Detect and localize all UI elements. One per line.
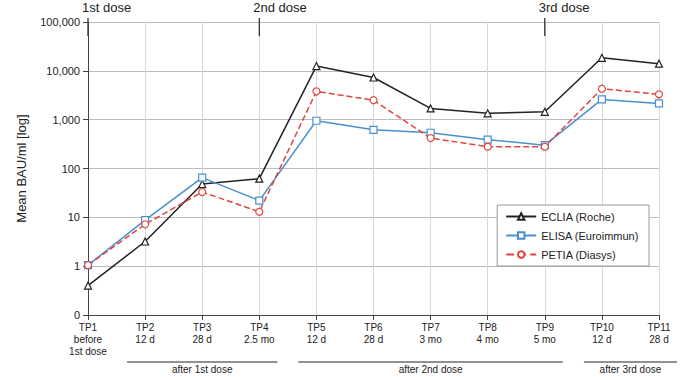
- svg-text:TP2: TP2: [136, 322, 155, 333]
- svg-text:TP7: TP7: [421, 322, 440, 333]
- svg-text:2nd dose: 2nd dose: [253, 0, 306, 15]
- svg-text:PETIA (Diasys): PETIA (Diasys): [541, 249, 616, 261]
- svg-text:12 d: 12 d: [307, 334, 326, 345]
- svg-text:TP1: TP1: [79, 322, 98, 333]
- svg-text:TP4: TP4: [250, 322, 269, 333]
- svg-text:TP6: TP6: [364, 322, 383, 333]
- svg-text:TP5: TP5: [307, 322, 326, 333]
- svg-text:12 d: 12 d: [135, 334, 154, 345]
- svg-text:before: before: [74, 334, 103, 345]
- svg-text:TP8: TP8: [479, 322, 498, 333]
- svg-text:2.5 mo: 2.5 mo: [244, 334, 275, 345]
- svg-text:Mean BAU/ml [log]: Mean BAU/ml [log]: [14, 114, 29, 222]
- svg-text:12 d: 12 d: [592, 334, 611, 345]
- svg-text:1st dose: 1st dose: [69, 346, 107, 357]
- svg-text:after 1st dose: after 1st dose: [172, 364, 233, 375]
- svg-text:3rd dose: 3rd dose: [539, 0, 590, 15]
- svg-text:28 d: 28 d: [649, 334, 668, 345]
- svg-text:TP3: TP3: [193, 322, 212, 333]
- svg-text:1st dose: 1st dose: [82, 0, 131, 15]
- svg-text:TP11: TP11: [647, 322, 671, 333]
- svg-text:4 mo: 4 mo: [477, 334, 500, 345]
- svg-text:0: 0: [74, 309, 80, 321]
- svg-text:3 mo: 3 mo: [419, 334, 442, 345]
- svg-text:5 mo: 5 mo: [534, 334, 557, 345]
- svg-text:ECLIA (Roche): ECLIA (Roche): [541, 211, 614, 223]
- svg-text:28 d: 28 d: [192, 334, 211, 345]
- svg-text:ELISA (Euroimmun): ELISA (Euroimmun): [541, 230, 638, 242]
- svg-text:after 3rd dose: after 3rd dose: [600, 364, 662, 375]
- svg-text:100: 100: [62, 163, 80, 175]
- svg-text:10,000: 10,000: [46, 65, 80, 77]
- svg-text:10: 10: [68, 211, 80, 223]
- svg-text:1,000: 1,000: [52, 114, 80, 126]
- svg-text:after 2nd dose: after 2nd dose: [399, 364, 463, 375]
- svg-text:1: 1: [74, 260, 80, 272]
- svg-text:TP9: TP9: [536, 322, 555, 333]
- svg-text:100,000: 100,000: [40, 16, 80, 28]
- svg-text:28 d: 28 d: [364, 334, 383, 345]
- svg-text:TP10: TP10: [590, 322, 614, 333]
